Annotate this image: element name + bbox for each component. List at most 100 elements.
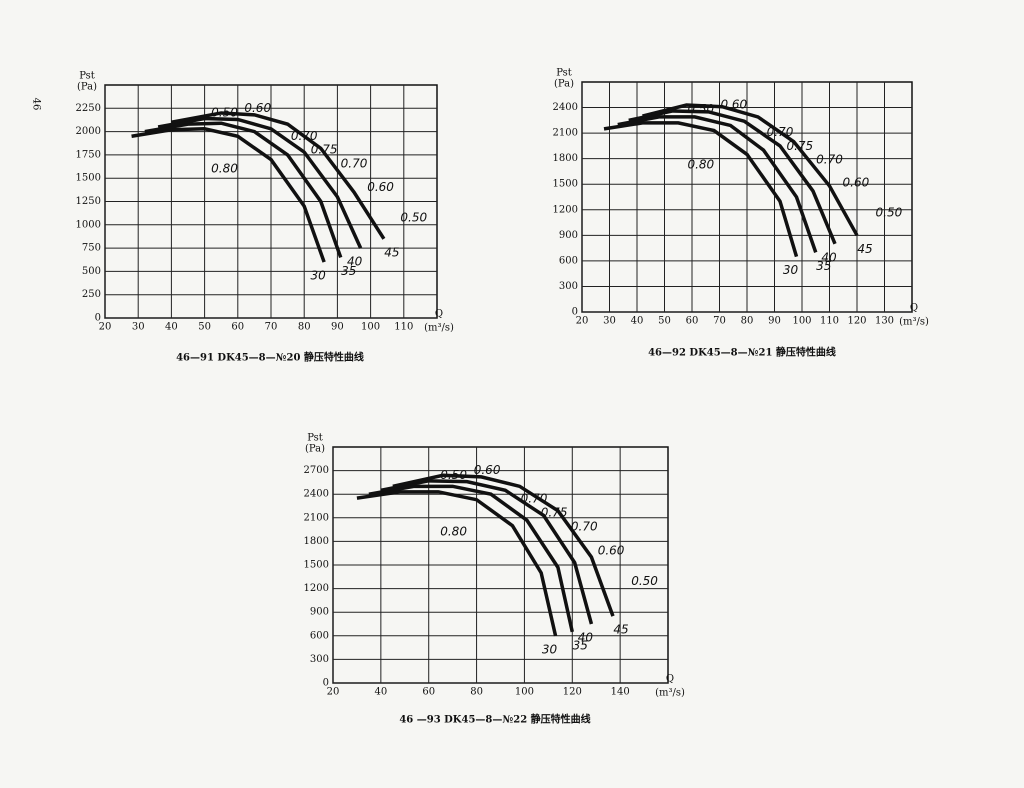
fan-curve (392, 473, 615, 617)
y-tick-label: 2400 (553, 102, 578, 113)
y-tick-label: 2700 (304, 465, 329, 476)
x-tick-label: 30 (603, 316, 616, 327)
efficiency-label: 0.50 (440, 468, 467, 482)
y-tick-label: 2000 (76, 126, 101, 137)
caption: 46 —93 DK45—8—№22 静压特性曲线 (399, 713, 590, 726)
efficiency-label: 0.80 (687, 157, 714, 171)
y-tick-label: 0 (95, 313, 101, 324)
y-tick-label: 2400 (304, 489, 329, 500)
efficiency-label: 0.50 (211, 105, 238, 119)
y-axis-unit: (Pa) (554, 79, 574, 90)
y-tick-label: 1000 (76, 219, 101, 230)
fan-curve (603, 121, 799, 258)
y-tick-label: 2250 (76, 103, 101, 114)
y-tick-label: 600 (559, 255, 578, 266)
y-tick-label: 1250 (76, 196, 101, 207)
series-label: 30 (310, 269, 326, 283)
x-tick-label: 20 (576, 316, 589, 327)
y-tick-label: 250 (82, 289, 101, 300)
x-tick-label: 40 (374, 687, 387, 698)
efficiency-label: 0.70 (521, 491, 548, 505)
x-tick-label: 110 (394, 322, 413, 333)
y-tick-label: 500 (82, 266, 101, 277)
x-tick-label: 80 (741, 316, 754, 327)
series-label: 35 (573, 638, 588, 652)
x-tick-label: 120 (847, 316, 866, 327)
y-tick-label: 750 (82, 243, 101, 254)
x-tick-label: 50 (658, 316, 671, 327)
x-axis-unit: (m³/s) (424, 323, 454, 334)
efficiency-label: 0.60 (244, 101, 271, 115)
x-axis-label: Q (435, 309, 443, 320)
y-tick-label: 1200 (304, 583, 329, 594)
fan-curve (131, 127, 326, 263)
efficiency-label: 0.50 (400, 210, 427, 224)
x-tick-label: 80 (470, 687, 483, 698)
efficiency-label: 0.80 (440, 524, 467, 538)
x-tick-label: 100 (361, 322, 380, 333)
efficiency-label: 0.75 (311, 143, 338, 157)
y-tick-label: 1500 (553, 179, 578, 190)
efficiency-label: 0.70 (291, 129, 318, 143)
y-tick-label: 1500 (304, 560, 329, 571)
fan-curve (157, 116, 363, 249)
x-tick-label: 40 (631, 316, 644, 327)
efficiency-label: 0.70 (767, 125, 794, 139)
x-tick-label: 20 (327, 687, 340, 698)
y-axis-unit: (Pa) (305, 444, 325, 455)
y-tick-label: 1750 (76, 149, 101, 160)
y-axis-unit: (Pa) (77, 82, 97, 93)
efficiency-label: 0.50 (687, 102, 714, 116)
y-tick-label: 1500 (76, 173, 101, 184)
efficiency-label: 0.60 (474, 463, 501, 477)
x-tick-label: 120 (563, 687, 582, 698)
x-tick-label: 130 (875, 316, 894, 327)
x-tick-label: 80 (298, 322, 311, 333)
fan-curve (380, 479, 594, 625)
x-tick-label: 60 (422, 687, 435, 698)
efficiency-label: 0.80 (211, 161, 238, 175)
y-tick-label: 1200 (553, 204, 578, 215)
y-tick-label: 300 (559, 281, 578, 292)
y-tick-label: 1800 (553, 153, 578, 164)
fan-curve (171, 111, 386, 240)
y-tick-label: 0 (572, 307, 578, 318)
x-axis-label: Q (910, 303, 918, 314)
efficiency-label: 0.50 (631, 574, 658, 588)
series-label: 40 (578, 631, 594, 645)
x-tick-label: 70 (265, 322, 278, 333)
y-axis-label: Pst (79, 71, 95, 82)
x-tick-label: 140 (611, 687, 630, 698)
caption: 46—91 DK45—8—№20 静压特性曲线 (176, 351, 364, 364)
series-label: 45 (857, 242, 872, 256)
x-tick-label: 50 (198, 322, 211, 333)
x-tick-label: 110 (820, 316, 839, 327)
fan-curve (356, 490, 558, 637)
caption: 46—92 DK45—8—№21 静压特性曲线 (648, 346, 836, 359)
fan-curve (368, 484, 574, 633)
fan-curve (642, 103, 859, 237)
series-label: 30 (783, 263, 799, 277)
efficiency-label: 0.60 (843, 176, 870, 190)
efficiency-label: 0.60 (367, 180, 394, 194)
x-axis-unit: (m³/s) (655, 688, 685, 699)
efficiency-label: 0.60 (598, 543, 625, 557)
series-label: 40 (347, 255, 363, 269)
y-tick-label: 2100 (304, 512, 329, 523)
y-tick-label: 900 (559, 230, 578, 241)
efficiency-label: 0.70 (341, 157, 368, 171)
series-label: 45 (613, 623, 628, 637)
x-tick-label: 100 (515, 687, 534, 698)
x-tick-label: 40 (165, 322, 178, 333)
fan-curve (628, 109, 837, 245)
fan-curve (144, 121, 343, 259)
y-tick-label: 300 (310, 654, 329, 665)
efficiency-label: 0.75 (786, 139, 813, 153)
y-axis-label: Pst (307, 433, 323, 444)
page-number: 46 (31, 98, 42, 111)
series-label: 30 (542, 642, 558, 656)
series-label: 40 (821, 250, 837, 264)
x-tick-label: 70 (713, 316, 726, 327)
efficiency-label: 0.70 (571, 520, 598, 534)
x-tick-label: 20 (99, 322, 112, 333)
